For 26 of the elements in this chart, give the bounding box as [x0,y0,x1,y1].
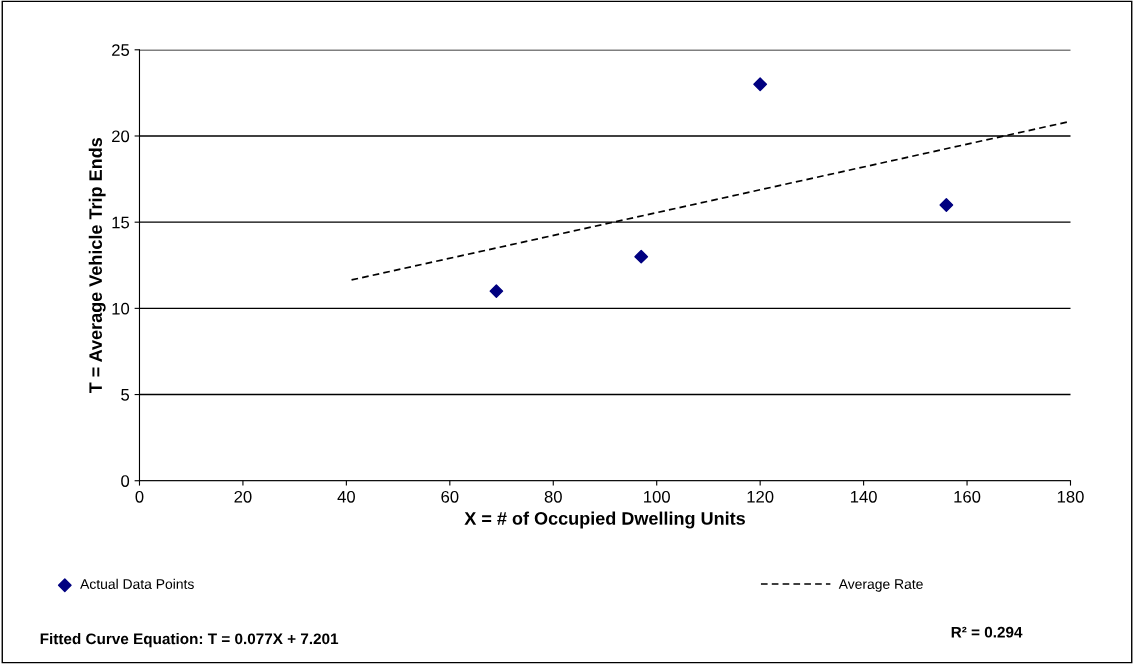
y-tick-label: 5 [121,389,130,401]
point [634,249,649,264]
x-axis-title: X = # of Occupied Dwelling Units [464,511,745,529]
y-tick-label: 15 [112,216,130,229]
y-axis-title: T = Average Vehicle Trip Ends [88,137,106,394]
y-tick-label: 0 [121,475,130,487]
x-tick-label: 0 [135,490,144,503]
point [939,198,954,212]
x-tick-label: 180 [1057,490,1084,503]
x-tick-label: 120 [747,490,774,503]
x-tick-label: 40 [337,490,355,503]
y-tick-label: 20 [112,130,130,143]
y-tick-label: 10 [112,302,130,315]
x-tick-label: 140 [850,490,877,503]
x-tick-label: 160 [954,490,981,503]
text: R² = 0.294 [951,626,1023,638]
x-tick-label: 60 [441,490,459,503]
x-tick-label: 80 [544,490,562,503]
text: Fitted Curve Equation: T = 0.077X + 7.201 [40,633,339,648]
point [753,77,768,92]
legend-label: Average Rate [838,579,923,592]
point [489,284,504,299]
legend-label: Actual Data Points [80,578,194,589]
x-tick-label: 20 [234,490,252,503]
y-tick-label: 25 [112,44,130,56]
x-tick-label: 100 [644,490,670,503]
